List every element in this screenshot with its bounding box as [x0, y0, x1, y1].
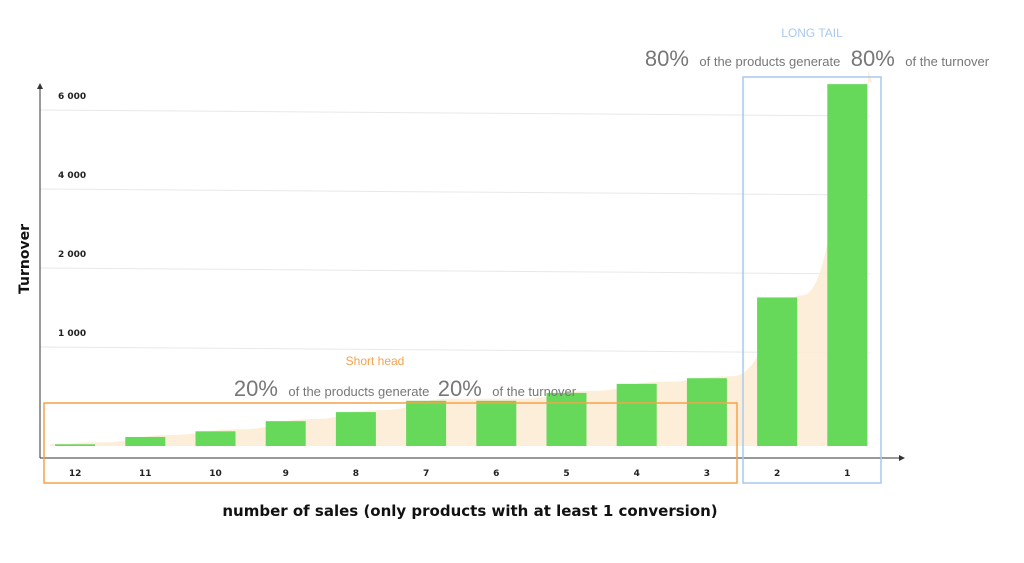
- x-tick-label: 12: [69, 469, 82, 479]
- bar-4: [616, 383, 657, 446]
- y-tick-label: 4 000: [58, 171, 86, 181]
- short-head-pct2: 20%: [438, 376, 482, 401]
- x-tick-label: 8: [353, 469, 359, 479]
- long-tail-box: [742, 76, 882, 484]
- x-tick-label: 1: [844, 469, 850, 479]
- short-head-sentence: 20% of the products generate 20% of the …: [234, 376, 577, 401]
- y-axis-title: Turnover: [17, 224, 33, 294]
- x-tick-label: 7: [423, 469, 429, 479]
- short-head-text1: of the products generate: [288, 384, 429, 399]
- x-tick-label: 5: [563, 469, 569, 479]
- long-tail-pct2: 80%: [851, 46, 895, 71]
- bar-2: [757, 297, 798, 446]
- long-tail-pct1: 80%: [645, 46, 689, 71]
- x-tick-label: 2: [774, 469, 780, 479]
- y-tick-label: 2 000: [58, 250, 86, 260]
- bars: [55, 84, 868, 447]
- bar-1: [827, 84, 868, 447]
- x-tick-labels: 12 11 10 9 8 7 6 5 4 3 2 1: [69, 469, 851, 479]
- bar-6: [476, 400, 517, 446]
- x-tick-label: 6: [493, 469, 499, 479]
- bar-7: [406, 400, 447, 446]
- gridline: [39, 267, 871, 275]
- short-head-box: [43, 402, 738, 484]
- bar-11: [125, 436, 166, 446]
- bar-10: [195, 431, 236, 446]
- gridlines: [39, 109, 871, 354]
- gridline: [39, 346, 871, 354]
- long-tail-label: LONG TAIL: [781, 26, 843, 40]
- short-head-pct1: 20%: [234, 376, 278, 401]
- bar-9: [265, 421, 306, 446]
- y-tick-label: 1 000: [58, 329, 86, 339]
- x-axis-title: number of sales (only products with at l…: [222, 502, 717, 520]
- gridline: [39, 188, 871, 196]
- bar-3: [686, 378, 727, 446]
- bar-12: [55, 444, 96, 446]
- bar-5: [546, 392, 587, 446]
- gridline: [39, 109, 871, 117]
- x-tick-label: 9: [283, 469, 289, 479]
- short-head-text2: of the turnover: [492, 384, 576, 399]
- x-tick-label: 10: [209, 469, 222, 479]
- bar-8: [335, 412, 376, 446]
- long-tail-text2: of the turnover: [905, 54, 989, 69]
- y-tick-labels: 1 000 2 000 4 000 6 000: [58, 92, 86, 339]
- short-head-label: Short head: [346, 354, 405, 368]
- x-tick-label: 3: [704, 469, 710, 479]
- x-tick-label: 11: [139, 469, 152, 479]
- y-tick-label: 6 000: [58, 92, 86, 102]
- long-tail-text1: of the products generate: [699, 54, 840, 69]
- x-tick-label: 4: [634, 469, 640, 479]
- long-tail-sentence: 80% of the products generate 80% of the …: [645, 46, 990, 71]
